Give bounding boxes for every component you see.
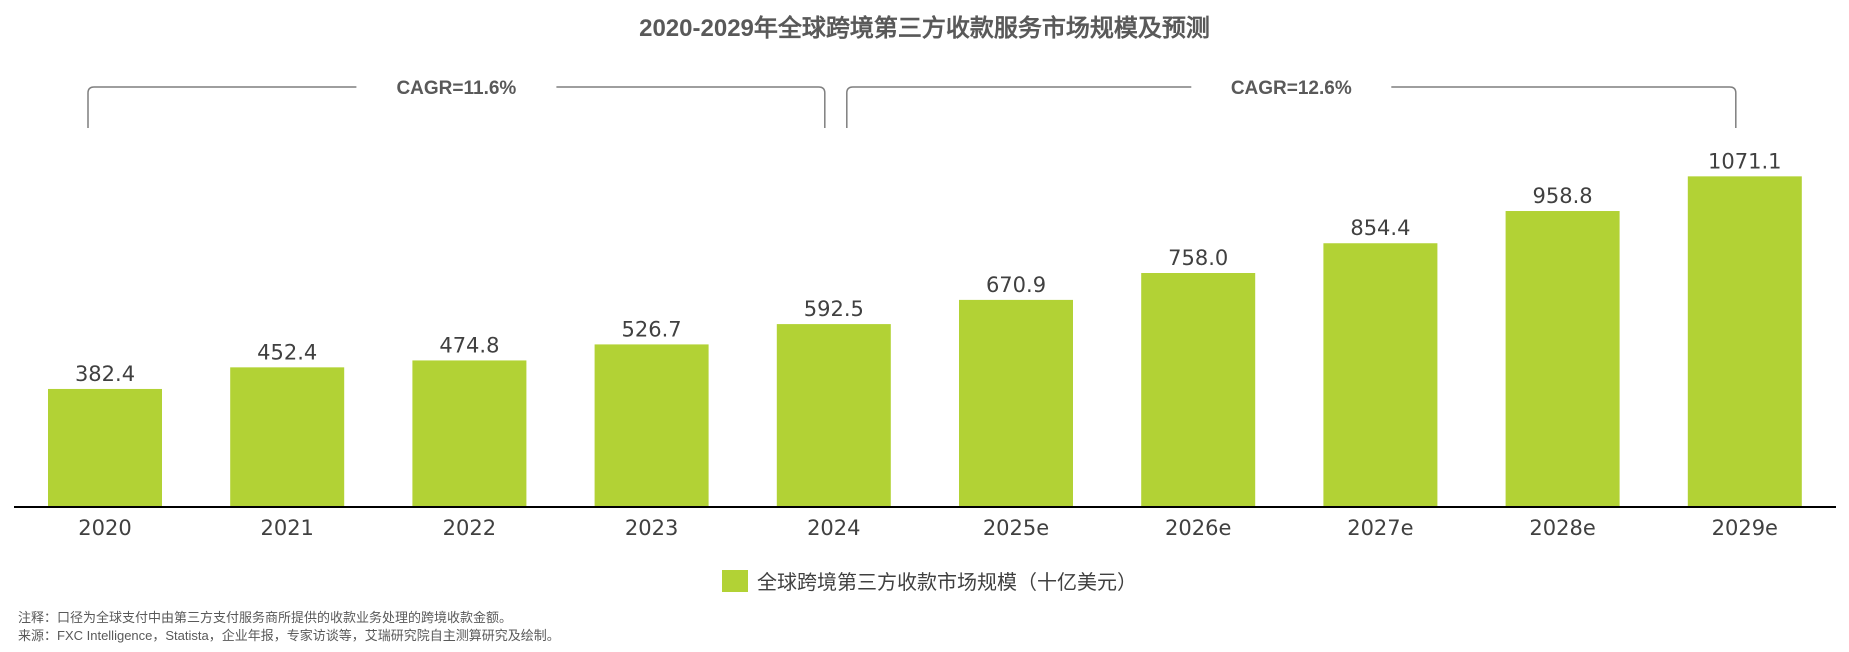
value-label-2028e: 958.8 <box>1533 184 1593 208</box>
cagr-bracket-2-right <box>1391 86 1737 128</box>
legend-label: 全球跨境第三方收款市场规模（十亿美元） <box>757 572 1137 594</box>
bar-2020 <box>48 388 162 507</box>
bar-2027e <box>1323 243 1438 508</box>
value-label-2025e: 670.9 <box>986 273 1046 297</box>
cagr-bracket-2-left <box>846 86 1192 128</box>
bar-2028e <box>1505 211 1620 507</box>
value-label-2021: 452.4 <box>257 340 317 364</box>
value-label-2024: 592.5 <box>804 297 864 321</box>
legend: 全球跨境第三方收款市场规模（十亿美元） <box>722 566 1137 595</box>
value-label-2023: 526.7 <box>622 317 682 341</box>
bar-2026e <box>1141 273 1256 507</box>
bar-2022 <box>412 360 527 507</box>
category-label-2022: 2022 <box>443 516 496 540</box>
category-label-2026e: 2026e <box>1165 516 1231 540</box>
value-label-2022: 474.8 <box>439 333 499 357</box>
category-label-2024: 2024 <box>807 516 860 540</box>
category-label-2020: 2020 <box>78 516 131 540</box>
category-label-2028e: 2028e <box>1529 516 1595 540</box>
category-label-2025e: 2025e <box>983 516 1049 540</box>
category-label-2021: 2021 <box>260 516 313 540</box>
bar-2021 <box>230 367 345 507</box>
value-label-2020: 382.4 <box>75 362 135 386</box>
legend-swatch <box>722 569 748 592</box>
category-label-2023: 2023 <box>625 516 678 540</box>
value-label-2027e: 854.4 <box>1350 216 1410 240</box>
footnote-source: 来源：FXC Intelligence，Statista，企业年报，专家访谈等，… <box>18 628 560 643</box>
bar-2029e <box>1687 176 1802 507</box>
bar-2023 <box>594 344 709 507</box>
bar-2024 <box>776 324 891 507</box>
value-label-2029e: 1071.1 <box>1708 149 1781 173</box>
cagr-bracket-1-left <box>87 86 357 128</box>
cagr-bracket-1-right <box>556 86 826 128</box>
chart-title: 2020-2029年全球跨境第三方收款服务市场规模及预测 <box>639 15 1210 42</box>
cagr-label-2: CAGR=12.6% <box>1231 78 1352 99</box>
category-label-2027e: 2027e <box>1347 516 1413 540</box>
cagr-label-1: CAGR=11.6% <box>396 78 516 99</box>
value-label-2026e: 758.0 <box>1168 246 1228 270</box>
bar-2025e <box>959 299 1073 507</box>
category-label-2029e: 2029e <box>1712 516 1778 540</box>
footnote-note: 注释：口径为全球支付中由第三方支付服务商所提供的收款业务处理的跨境收款金额。 <box>18 610 513 625</box>
